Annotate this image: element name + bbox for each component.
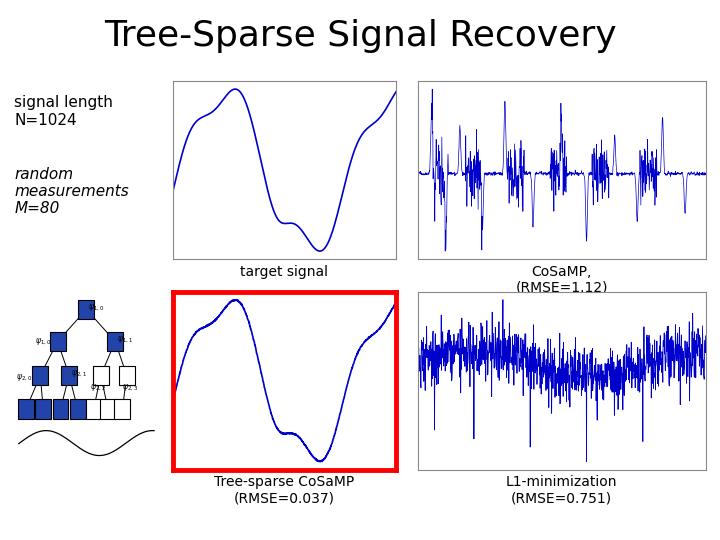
- Text: $\psi_{2,2}$: $\psi_{2,2}$: [90, 382, 106, 393]
- Bar: [107, 332, 123, 352]
- Bar: [93, 366, 109, 385]
- X-axis label: target signal: target signal: [240, 265, 328, 279]
- Bar: [18, 400, 34, 419]
- Bar: [35, 400, 51, 419]
- Bar: [119, 366, 135, 385]
- Text: random
measurements
M=80: random measurements M=80: [14, 166, 129, 217]
- Bar: [53, 400, 68, 419]
- Text: $\psi_{1,0}$: $\psi_{1,0}$: [89, 302, 104, 313]
- Text: $\psi_{1,1}$: $\psi_{1,1}$: [117, 334, 133, 345]
- X-axis label: Tree-sparse CoSaMP
(RMSE=0.037): Tree-sparse CoSaMP (RMSE=0.037): [215, 475, 354, 505]
- Bar: [70, 400, 86, 419]
- Text: $\psi_{2,0}$: $\psi_{2,0}$: [17, 372, 32, 382]
- Bar: [50, 332, 66, 352]
- Text: $\psi_{1,0}$: $\psi_{1,0}$: [35, 336, 51, 347]
- Bar: [86, 400, 102, 419]
- Text: Tree-Sparse Signal Recovery: Tree-Sparse Signal Recovery: [104, 19, 616, 53]
- Text: signal length
N=1024: signal length N=1024: [14, 95, 113, 127]
- X-axis label: CoSaMP,
(RMSE=1.12): CoSaMP, (RMSE=1.12): [516, 265, 608, 295]
- Bar: [32, 366, 48, 385]
- X-axis label: L1-minimization
(RMSE=0.751): L1-minimization (RMSE=0.751): [506, 475, 617, 505]
- Bar: [61, 366, 77, 385]
- Bar: [114, 400, 130, 419]
- Text: $\psi_{2,1}$: $\psi_{2,1}$: [71, 368, 87, 379]
- Text: $\psi_{2,3}$: $\psi_{2,3}$: [122, 382, 138, 393]
- Bar: [100, 400, 116, 419]
- Bar: [78, 300, 94, 319]
